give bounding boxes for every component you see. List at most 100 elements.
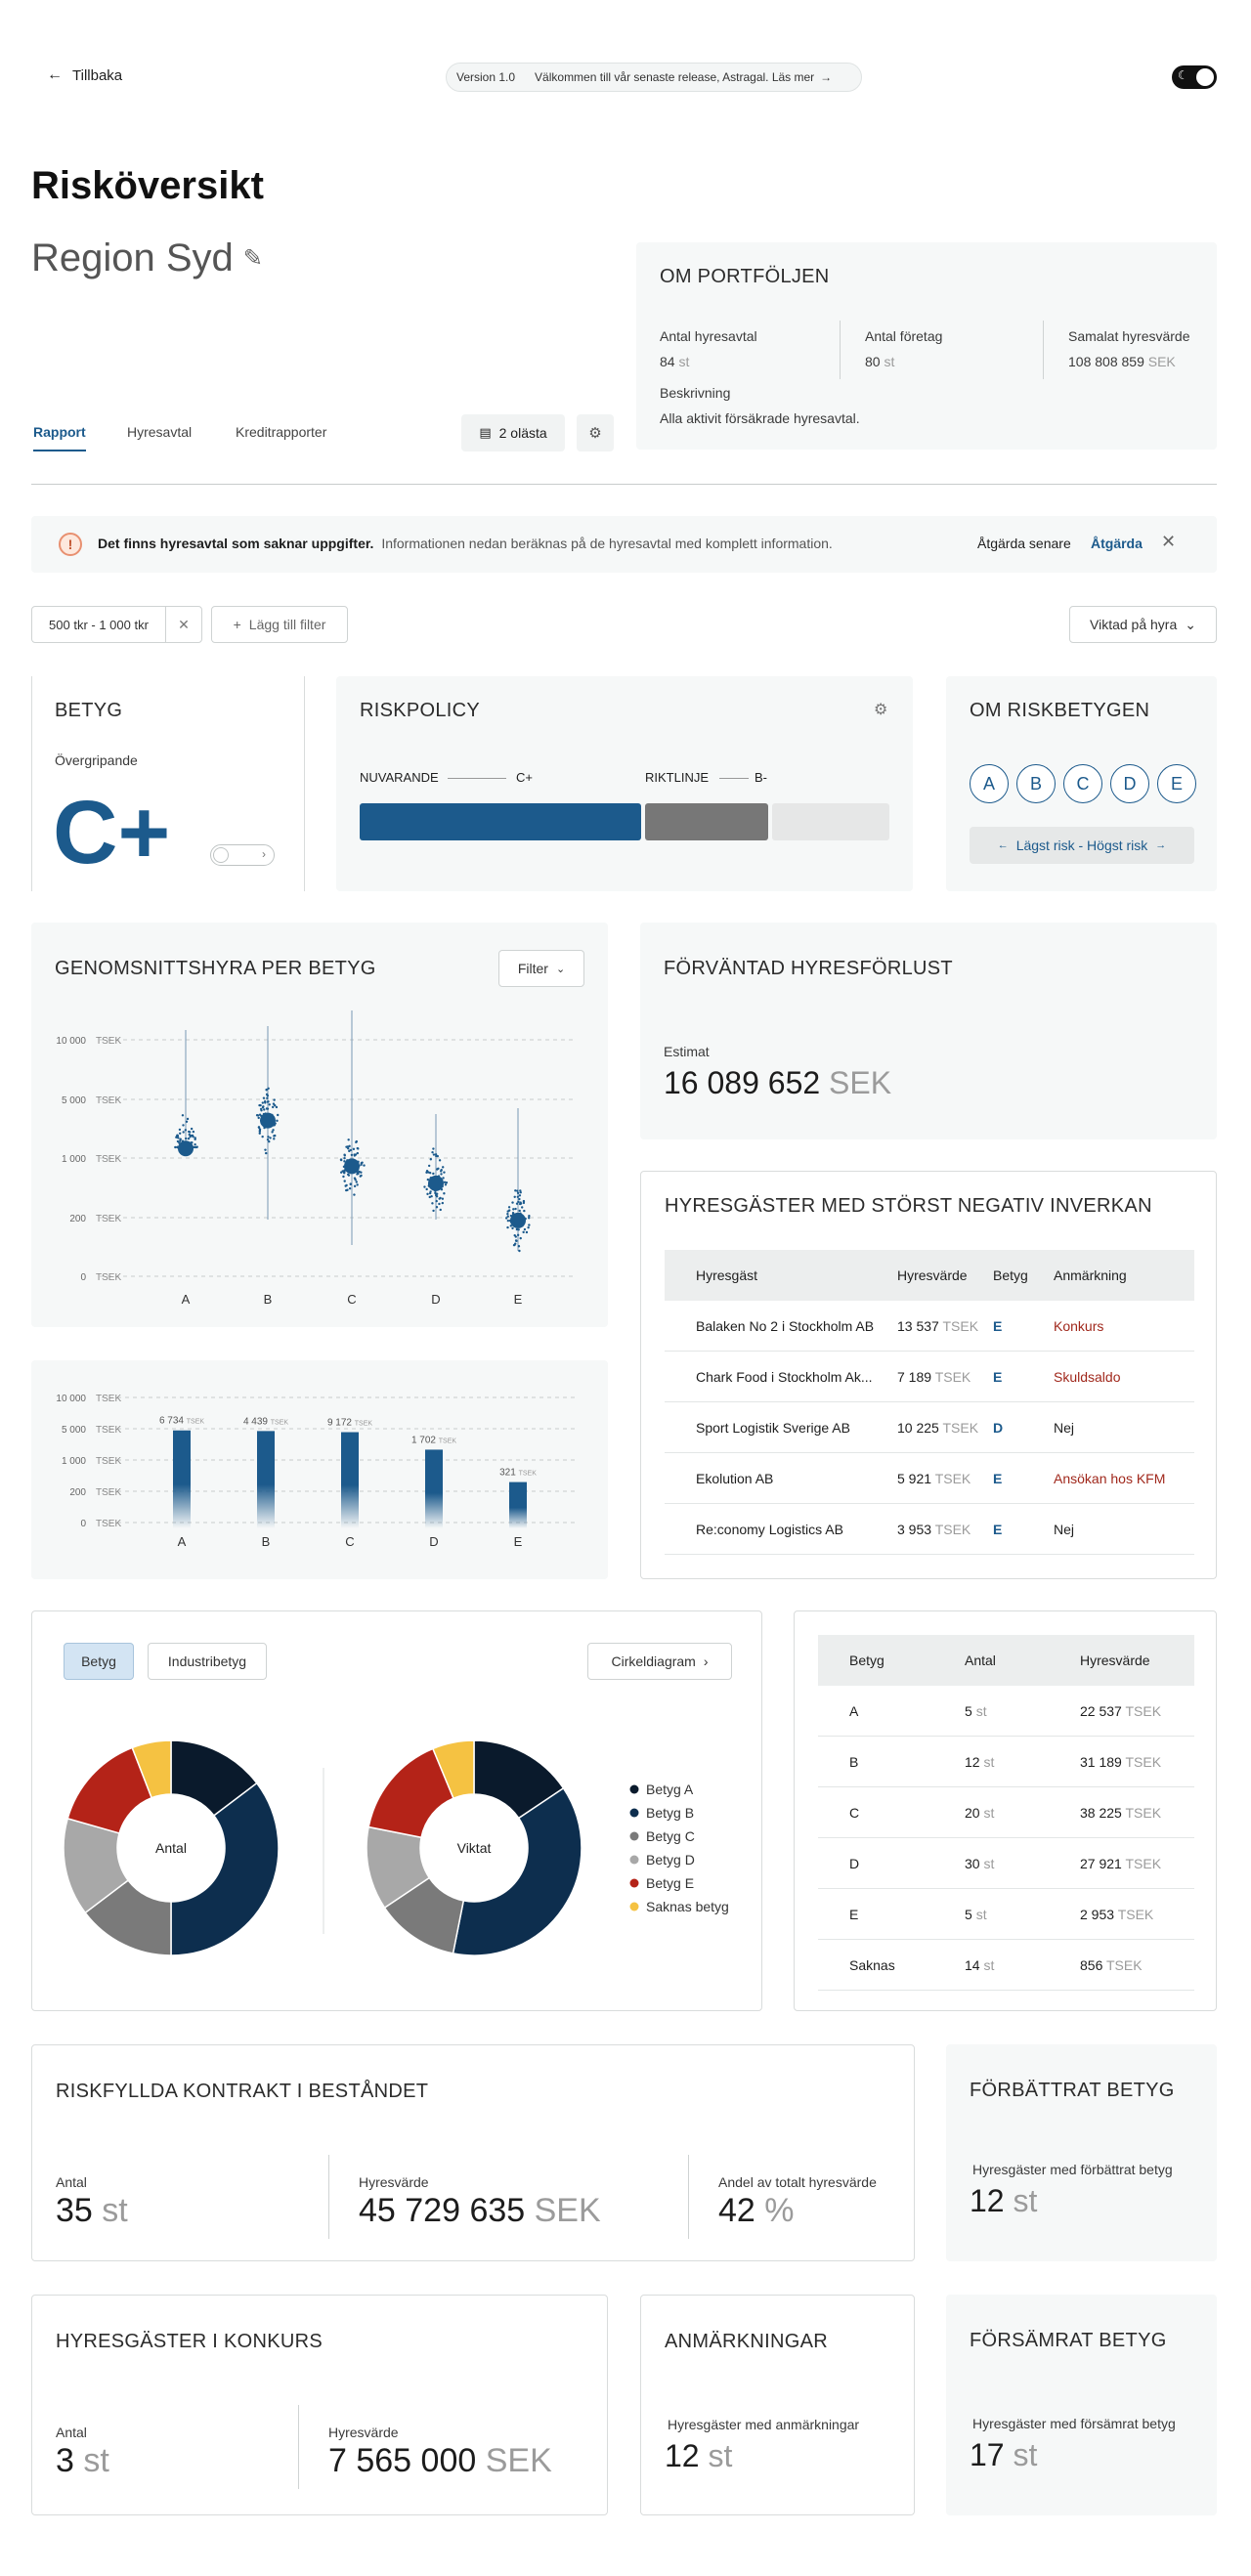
count-cell: 5 st [965, 1906, 987, 1922]
scatter-point [255, 1114, 259, 1117]
bar[interactable] [257, 1431, 275, 1528]
scatter-point [257, 1116, 260, 1120]
grade-toggle[interactable]: › [210, 844, 275, 866]
bar[interactable] [425, 1449, 443, 1528]
y-unit-label: TSEK [96, 1095, 121, 1106]
y-tick-label: 0 [80, 1272, 86, 1283]
scatter-point [176, 1139, 180, 1143]
x-tick-label: A [182, 1292, 191, 1307]
scatter-point [258, 1132, 261, 1135]
theme-toggle[interactable]: ☾ [1172, 65, 1217, 89]
filter-button[interactable]: Filter ⌄ [498, 950, 584, 987]
median-point[interactable] [178, 1140, 194, 1157]
tenant-name: Chark Food i Stockholm Ak... [696, 1368, 873, 1385]
scatter-point [435, 1206, 439, 1209]
scatter-point [352, 1147, 356, 1151]
chart-type-button[interactable]: Cirkeldiagram › [587, 1643, 732, 1680]
scatter-point [443, 1171, 446, 1174]
median-point[interactable] [428, 1175, 444, 1191]
pie-slice[interactable] [170, 1782, 280, 1956]
table-row[interactable]: Sport Logistik Sverige AB 10 225 TSEK D … [665, 1402, 1194, 1453]
pie-slice[interactable] [131, 1739, 172, 1799]
fix-link[interactable]: Åtgärda [1091, 536, 1143, 551]
scatter-point [265, 1107, 269, 1110]
bar-value-label: 321 TSEK [499, 1468, 537, 1479]
toggle-betyg[interactable]: Betyg [64, 1643, 134, 1680]
scatter-point [265, 1088, 268, 1092]
risk-range-label: Lägst risk - Högst risk [1015, 837, 1148, 853]
tenant-note: Nej [1054, 1521, 1075, 1537]
table-row[interactable]: Re:conomy Logistics AB 3 953 TSEK E Nej [665, 1504, 1194, 1555]
remarks-label: Hyresgäster med anmärkningar [668, 2417, 860, 2432]
scatter-point [435, 1154, 438, 1158]
tab-kreditrapporter[interactable]: Kreditrapporter [236, 424, 326, 440]
close-icon[interactable]: ✕ [1161, 532, 1177, 551]
guideline-label: RIKTLINJE [645, 770, 710, 785]
release-banner[interactable]: Version 1.0 Välkommen till vår senaste r… [446, 63, 862, 92]
table-row: A 5 st 22 537 TSEK [818, 1686, 1194, 1737]
region-title: Region Syd ✎ [31, 236, 263, 280]
tab-rapport[interactable]: Rapport [33, 424, 86, 451]
tenant-grade: E [993, 1470, 1003, 1486]
settings-button[interactable]: ⚙ [577, 414, 614, 451]
chevron-right-icon: › [262, 847, 266, 861]
chart-type-label: Cirkeldiagram [611, 1653, 696, 1669]
negative-impact-card: HYRESGÄSTER MED STÖRST NEGATIV INVERKAN … [640, 1171, 1217, 1579]
scatter-point [506, 1225, 509, 1229]
table-row[interactable]: Balaken No 2 i Stockholm AB 13 537 TSEK … [665, 1301, 1194, 1352]
table-row[interactable]: Ekolution AB 5 921 TSEK E Ansökan hos KF… [665, 1453, 1194, 1504]
risky-stat-value: 35 st [56, 2192, 128, 2229]
median-point[interactable] [510, 1212, 526, 1228]
gear-icon[interactable]: ⚙ [874, 702, 888, 718]
grade-sublabel: Övergripande [55, 752, 138, 768]
bar[interactable] [173, 1430, 191, 1528]
back-label: Tillbaka [72, 66, 123, 84]
tab-hyresavtal[interactable]: Hyresavtal [127, 424, 192, 440]
risk-range-button[interactable]: ← Lägst risk - Högst risk → [970, 827, 1194, 864]
add-filter-button[interactable]: + Lägg till filter [211, 606, 348, 643]
median-point[interactable] [260, 1112, 276, 1129]
legend-label: Betyg A [646, 1782, 694, 1797]
pencil-icon[interactable]: ✎ [242, 245, 263, 272]
scatter-point [443, 1181, 447, 1183]
scatter-point [426, 1192, 429, 1196]
pie-slice[interactable] [452, 1786, 582, 1956]
scatter-point [528, 1224, 531, 1226]
remove-filter-button[interactable]: ✕ [165, 606, 202, 643]
scatter-point [264, 1101, 267, 1104]
toggle-industribetyg[interactable]: Industribetyg [148, 1643, 267, 1680]
tab-label: Rapport [33, 424, 86, 440]
tenant-name: Sport Logistik Sverige AB [696, 1419, 850, 1436]
scatter-point [432, 1153, 436, 1156]
scatter-point [429, 1158, 433, 1161]
scatter-point [179, 1138, 182, 1140]
fix-later-link[interactable]: Åtgärda senare [977, 536, 1071, 551]
scatter-point [441, 1166, 445, 1169]
riskgrades-card: OM RISKBETYGEN A B C D E ← Lägst risk - H… [946, 676, 1217, 891]
scatter-point [343, 1160, 346, 1163]
table-row: D 30 st 27 921 TSEK [818, 1838, 1194, 1889]
table-row[interactable]: Chark Food i Stockholm Ak... 7 189 TSEK … [665, 1352, 1194, 1402]
bar[interactable] [341, 1432, 359, 1528]
unread-button[interactable]: ▤ 2 olästa [461, 414, 565, 451]
scatter-point [518, 1197, 521, 1201]
bar-chart-card: 10 000 TSEK 5 000 TSEK 1 000 TSEK 200 TSEK 0 TSEK… [31, 1360, 608, 1579]
back-button[interactable]: ← Tillbaka [47, 66, 122, 84]
portfolio-stat-value: 80 st [865, 354, 895, 369]
scatter-point [428, 1191, 432, 1195]
scatter-point [257, 1126, 261, 1129]
pie-slice[interactable] [431, 1739, 475, 1800]
scatter-point [354, 1179, 357, 1181]
scatter-point [176, 1134, 179, 1137]
grade-cell: B [849, 1753, 859, 1770]
median-point[interactable] [344, 1158, 360, 1175]
close-icon: ✕ [178, 616, 190, 632]
active-filter[interactable]: 500 tkr - 1 000 tkr [31, 606, 166, 643]
scatter-point [512, 1208, 515, 1211]
worsened-value: 17 st [970, 2437, 1038, 2472]
chevron-right-icon: › [703, 1653, 709, 1669]
sort-select[interactable]: Viktad på hyra ⌄ [1069, 606, 1217, 643]
scatter-point [511, 1201, 514, 1204]
scatter-point [444, 1183, 448, 1186]
bar[interactable] [509, 1481, 527, 1528]
